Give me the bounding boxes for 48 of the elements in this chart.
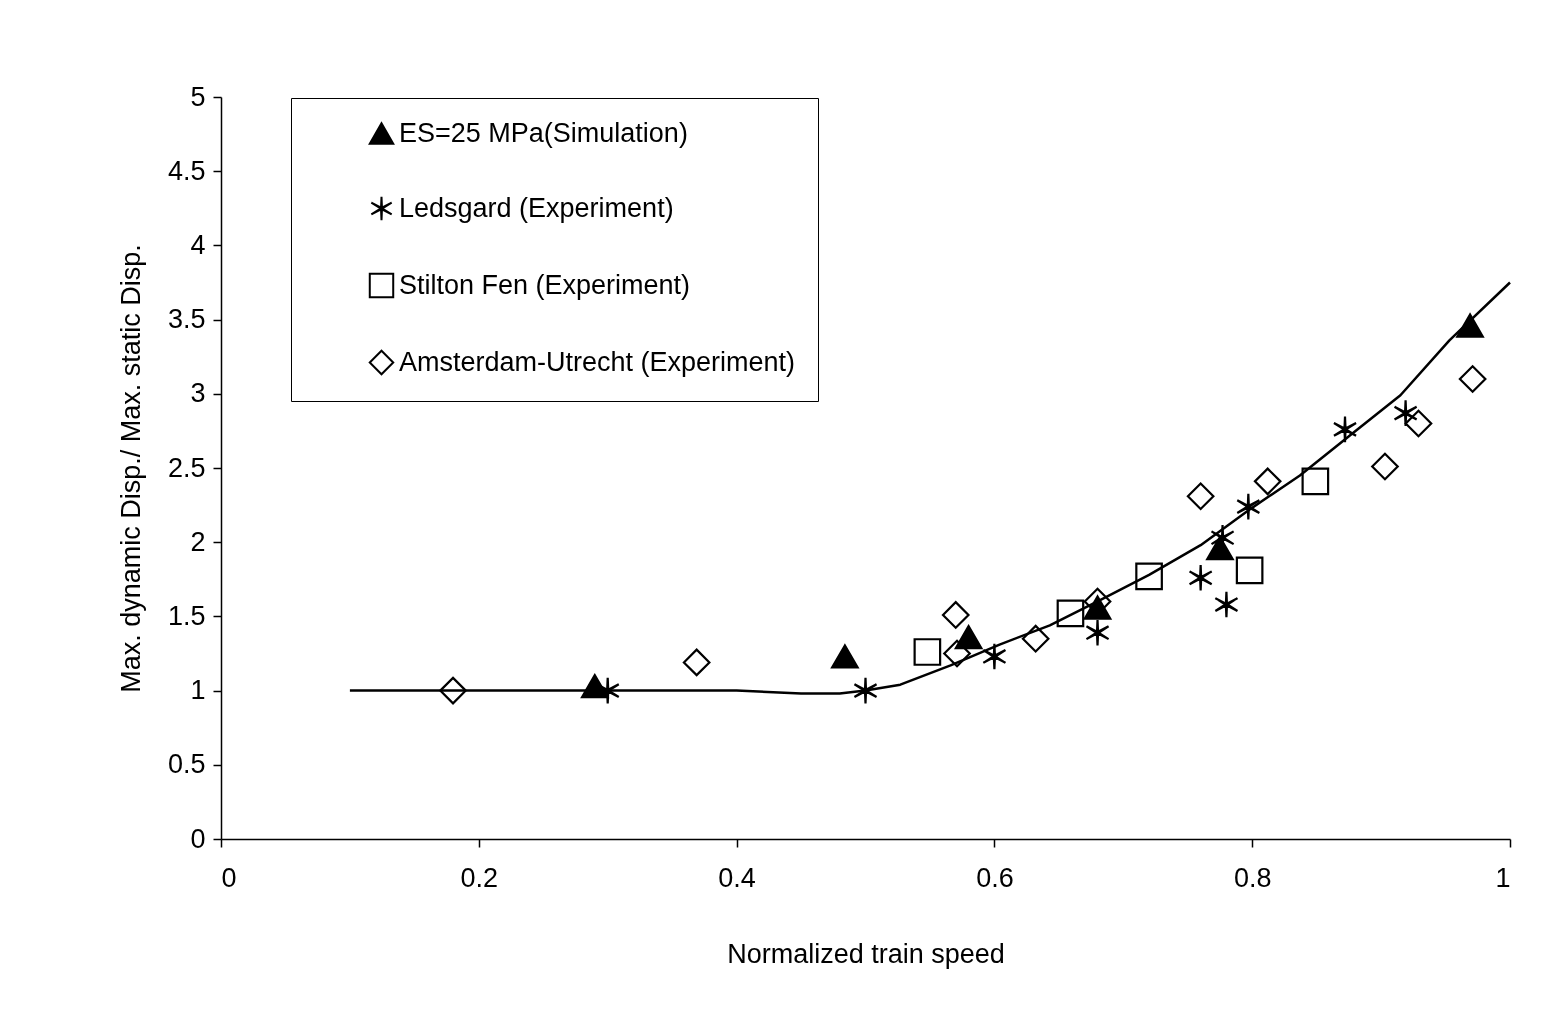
point — [982, 642, 1007, 671]
legend-label: Stilton Fen (Experiment) — [399, 269, 691, 300]
point — [1056, 599, 1085, 628]
y-tick-label: 5 — [190, 81, 206, 112]
point — [1021, 624, 1050, 653]
point — [439, 676, 467, 705]
x-tick-label: 0.6 — [976, 862, 1014, 893]
point — [913, 638, 942, 666]
point — [1301, 467, 1330, 496]
y-tick-label: 1 — [190, 675, 206, 706]
x-axis-title: Normalized train speed — [727, 938, 1005, 969]
y-tick-label: 2 — [190, 526, 206, 557]
legend-label: ES=25 MPa(Simulation) — [399, 117, 688, 148]
legend-label: Amsterdam-Utrecht (Experiment) — [399, 346, 796, 377]
x-tick-label: 1 — [1495, 862, 1511, 893]
point — [954, 625, 983, 650]
x-tick-label: 0.8 — [1233, 862, 1272, 893]
x-tick-label: 0.2 — [460, 862, 499, 893]
y-tick-label: 3.5 — [167, 304, 206, 335]
point — [1371, 452, 1399, 481]
x-tick-label: 0.4 — [718, 862, 756, 893]
legend-label: Ledsgard (Experiment) — [399, 192, 674, 223]
y-tick-label: 1.5 — [167, 600, 206, 631]
y-tick-label: 4 — [190, 229, 206, 260]
point — [1253, 467, 1282, 496]
point — [1135, 562, 1163, 591]
x-tick-label: 0 — [221, 862, 237, 893]
y-tick-label: 4.5 — [167, 155, 206, 186]
y-tick-label: 0 — [190, 823, 206, 854]
point — [853, 676, 878, 705]
point — [682, 648, 711, 677]
point — [1214, 590, 1239, 619]
y-tick-label: 3 — [190, 378, 206, 409]
point — [1393, 399, 1418, 427]
y-tick-label: 2.5 — [167, 452, 206, 483]
point — [943, 639, 971, 668]
point — [1456, 313, 1484, 338]
point — [1236, 492, 1261, 521]
point — [1188, 563, 1213, 592]
point — [1235, 556, 1264, 585]
point — [1085, 618, 1110, 647]
y-axis-title: Max. dynamic Disp./ Max. static Disp. — [115, 244, 146, 693]
point — [941, 601, 970, 629]
point — [1404, 409, 1433, 438]
y-tick-label: 0.5 — [167, 749, 206, 780]
point — [1186, 482, 1215, 511]
point — [1458, 365, 1487, 393]
point — [831, 644, 859, 669]
